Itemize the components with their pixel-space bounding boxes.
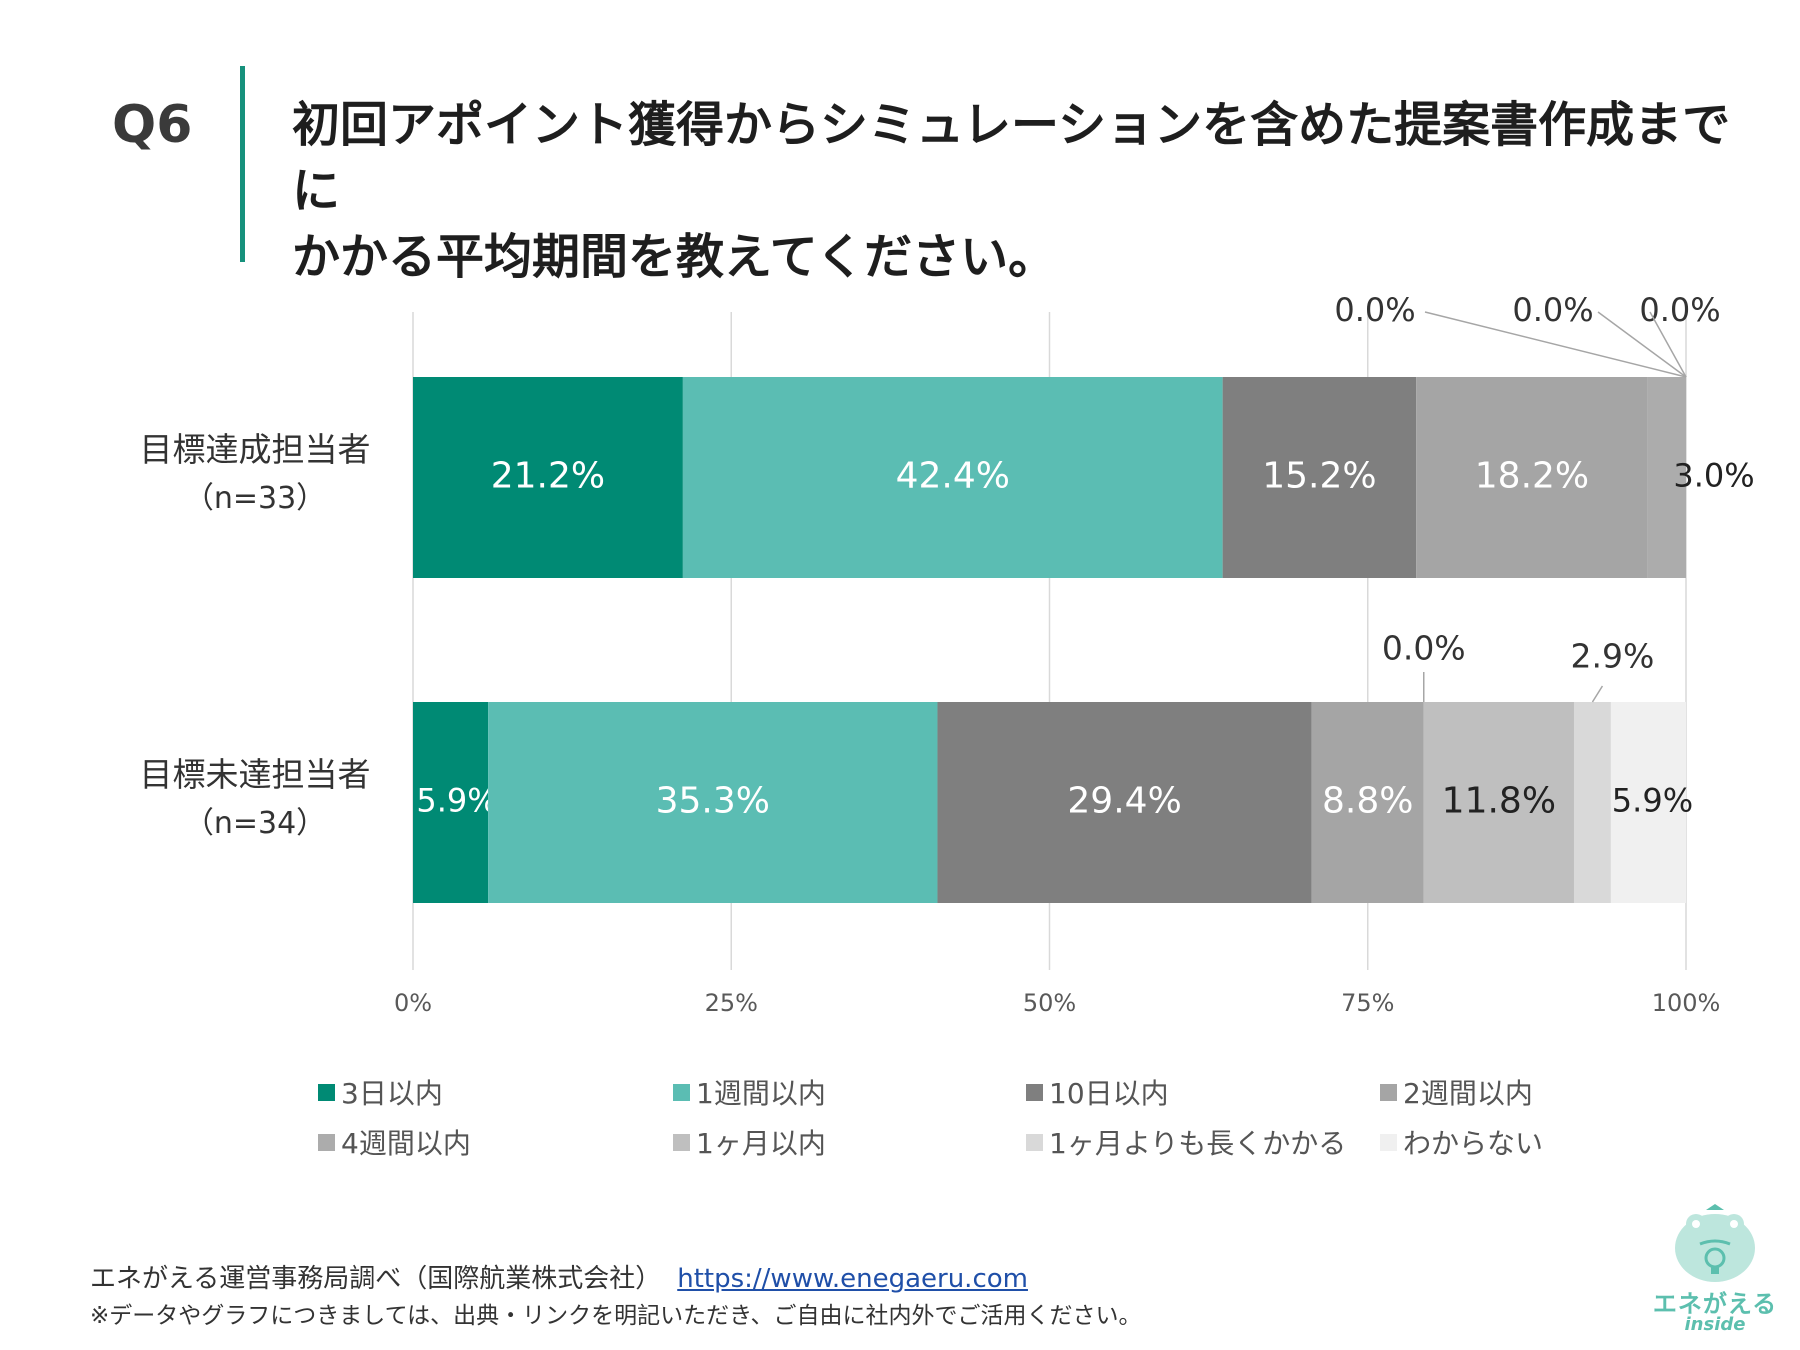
source-link[interactable]: https://www.enegaeru.com (677, 1264, 1028, 1294)
data-label-r1-s6: 2.9% (1571, 637, 1655, 676)
enegaeru-logo: エネがえる inside (1640, 1198, 1790, 1338)
bar-segment-r1-s6 (1573, 702, 1611, 903)
usage-note: ※データやグラフにつきましては、出典・リンクを明記いただき、ご自由に社内外でご活… (90, 1303, 1142, 1329)
data-label-r0-s1: 42.4% (896, 456, 1010, 497)
question-text: 初回アポイント獲得からシミュレーションを含めた提案書作成までに かかる平均期間を… (292, 92, 1752, 290)
bar-segment-r1-s1 (488, 702, 938, 903)
legend-label-1: 1週間以内 (696, 1077, 826, 1110)
legend-item-0: 3日以内 (318, 1072, 443, 1112)
data-label-r1-s5: 11.8% (1442, 781, 1556, 822)
data-label-r1-s1: 35.3% (656, 781, 770, 822)
bar-segment-r0-s0 (413, 377, 683, 578)
data-label-r0-s3: 18.2% (1475, 456, 1589, 497)
leader-line-r0-s6 (1597, 311, 1687, 378)
bar-segment-r0-s4 (1647, 377, 1686, 578)
legend-label-4: 4週間以内 (341, 1127, 471, 1160)
data-label-r0-s7: 0.0% (1639, 291, 1720, 329)
legend-item-3: 2週間以内 (1380, 1072, 1533, 1112)
logo-text: エネがえる (1652, 1290, 1778, 1318)
source-line: エネがえる運営事務局調べ（国際航業株式会社） https://www.enegae… (90, 1258, 1028, 1295)
x-tick-label-2: 50% (1023, 989, 1076, 1017)
data-label-r1-s2: 29.4% (1067, 781, 1181, 822)
data-label-r1-s0: 5.9% (416, 782, 497, 820)
data-label-r1-s3: 8.8% (1322, 781, 1413, 822)
legend-item-6: 1ヶ月よりも長くかかる (1026, 1122, 1346, 1162)
legend-item-5: 1ヶ月以内 (673, 1122, 826, 1162)
data-label-r1-s4: 0.0% (1382, 629, 1466, 668)
legend-label-5: 1ヶ月以内 (696, 1127, 826, 1160)
data-label-r0-s4: 3.0% (1673, 457, 1754, 495)
bar-segment-r1-s0 (413, 702, 489, 903)
bar-segment-r1-s7 (1610, 702, 1686, 903)
bar-segment-r1-s2 (937, 702, 1312, 903)
category-n-label-1: （n=34） (184, 806, 326, 841)
data-label-r0-s5: 0.0% (1334, 291, 1415, 329)
legend-label-3: 2週間以内 (1403, 1077, 1533, 1110)
bar-segment-r0-s3 (1416, 377, 1648, 578)
category-label-0: 目標達成担当者 (140, 430, 371, 469)
legend-swatch-4 (318, 1133, 335, 1151)
legend-item-4: 4週間以内 (318, 1122, 471, 1162)
category-label-1: 目標未達担当者 (140, 755, 371, 794)
legend-label-2: 10日以内 (1049, 1077, 1169, 1110)
legend-swatch-5 (673, 1133, 690, 1151)
legend-item-1: 1週間以内 (673, 1072, 826, 1112)
leader-line-r0-s5 (1424, 311, 1687, 378)
data-label-r1-s7: 5.9% (1612, 782, 1693, 820)
x-tick-label-0: 0% (394, 989, 432, 1017)
legend-item-7: わからない (1380, 1122, 1543, 1162)
legend-swatch-1 (673, 1083, 690, 1101)
legend-swatch-0 (318, 1083, 335, 1101)
legend-swatch-2 (1026, 1083, 1043, 1101)
x-tick-label-1: 25% (705, 989, 758, 1017)
legend-label-7: わからない (1403, 1127, 1544, 1160)
data-label-r0-s6: 0.0% (1512, 291, 1593, 329)
source-text: エネがえる運営事務局調べ（国際航業株式会社） (90, 1264, 662, 1294)
leader-line-r0-s7 (1649, 311, 1687, 378)
stacked-bar-chart: 0% 25% 50% 75% 100% 目標達成担当者 （n=33） 目標未達担当者 （n=34… (140, 291, 1755, 1017)
bar-segment-r1-s5 (1423, 702, 1574, 903)
data-label-r0-s0: 21.2% (491, 456, 605, 497)
question-divider (240, 66, 245, 262)
legend-item-2: 10日以内 (1026, 1072, 1169, 1112)
legend-swatch-6 (1026, 1133, 1043, 1151)
question-number: Q6 (112, 95, 193, 155)
legend-swatch-3 (1380, 1083, 1397, 1101)
leader-line-r1-s6 (1591, 685, 1604, 703)
chart-legend: 3日以内 1週間以内 10日以内 2週間以内 4週間以内 1ヶ月以内 1ヶ月よりも長くかかる… (318, 1072, 1718, 1182)
data-label-r0-s2: 15.2% (1262, 456, 1376, 497)
category-n-label-0: （n=33） (184, 481, 326, 516)
bar-segment-r1-s3 (1311, 702, 1424, 903)
x-tick-label-4: 100% (1652, 989, 1721, 1017)
legend-label-0: 3日以内 (341, 1077, 443, 1110)
bar-segment-r0-s2 (1222, 377, 1417, 578)
legend-swatch-7 (1380, 1133, 1397, 1151)
x-tick-label-3: 75% (1341, 989, 1394, 1017)
logo-subtext: inside (1684, 1314, 1746, 1335)
legend-label-6: 1ヶ月よりも長くかかる (1049, 1127, 1347, 1160)
question-line-1: 初回アポイント獲得からシミュレーションを含めた提案書作成までに (292, 97, 1731, 219)
logo-mascot-icon (1675, 1204, 1755, 1282)
question-line-2: かかる平均期間を教えてください。 (292, 229, 1057, 285)
bar-segment-r0-s1 (682, 377, 1223, 578)
